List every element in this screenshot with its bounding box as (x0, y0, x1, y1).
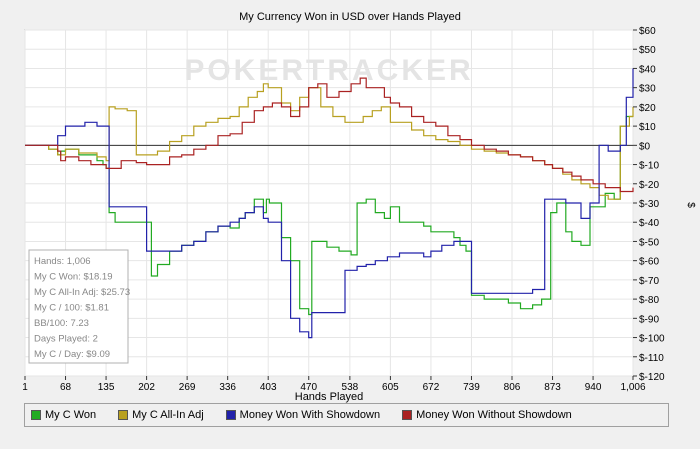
stats-line: Days Played: 2 (34, 334, 98, 345)
y-tick-label: $50 (639, 45, 656, 56)
legend: My C Won My C All-In Adj Money Won With Sh… (24, 403, 669, 427)
y-tick-label: $0 (639, 141, 651, 152)
x-tick-label: 806 (504, 382, 521, 393)
x-axis-label: Hands Played (295, 391, 364, 403)
x-tick-label: 68 (60, 382, 72, 393)
x-tick-label: 1,006 (620, 382, 645, 393)
stats-line: BB/100: 7.23 (34, 318, 89, 329)
y-axis-label: $ (685, 202, 696, 208)
y-tick-label: $-110 (639, 353, 664, 364)
legend-item: Money Won With Showdown (225, 409, 381, 421)
y-tick-label: $30 (639, 84, 656, 95)
stats-line: My C / Day: $9.09 (34, 349, 110, 360)
x-tick-label: 470 (300, 382, 317, 393)
stats-line: My C Won: $18.19 (34, 272, 113, 283)
y-tick-label: $20 (639, 103, 656, 114)
legend-label: My C Won (45, 409, 97, 421)
series-line-3 (25, 77, 634, 193)
y-tick-label: $10 (639, 122, 656, 133)
stats-box (28, 249, 129, 364)
x-tick-label: 739 (463, 382, 480, 393)
y-tick-label: $-90 (639, 314, 659, 325)
y-tick-label: $-100 (639, 334, 665, 345)
legend-swatch (118, 410, 129, 420)
stats-line: My C / 100: $1.81 (34, 303, 109, 314)
y-tick-label: $-40 (639, 218, 659, 229)
legend-swatch (402, 410, 413, 420)
series-line-2 (25, 68, 634, 339)
x-tick-label: 605 (382, 382, 399, 393)
y-tick-label: $-60 (639, 257, 659, 268)
x-tick-label: 269 (179, 382, 196, 393)
x-tick-label: 135 (98, 382, 115, 393)
x-tick-label: 672 (423, 382, 440, 393)
legend-swatch (225, 410, 236, 420)
y-tick-label: $-50 (639, 237, 659, 248)
legend-label: My C All-In Adj (132, 409, 204, 421)
legend-item: My C Won (31, 409, 96, 421)
y-tick-label: $-80 (639, 295, 659, 306)
x-tick-label: 940 (585, 382, 602, 393)
watermark: POKERTRACKER (184, 54, 473, 87)
x-tick-label: 336 (219, 382, 236, 393)
x-tick-label: 403 (260, 382, 277, 393)
y-tick-label: $-120 (639, 372, 665, 383)
legend-item: Money Won Without Showdown (402, 409, 572, 421)
x-tick-label: 1 (22, 382, 28, 393)
y-tick-label: $60 (639, 26, 656, 37)
chart-title: My Currency Won in USD over Hands Played (239, 11, 461, 23)
x-tick-label: 202 (138, 382, 155, 393)
legend-swatch (31, 410, 41, 420)
legend-item: My C All-In Adj (118, 409, 204, 421)
stats-line: My C All-In Adj: $25.73 (34, 287, 130, 298)
series-line-0 (25, 115, 633, 316)
x-tick-label: 873 (544, 382, 561, 393)
stats-line: Hands: 1,006 (34, 256, 91, 267)
x-tick-label: 538 (342, 382, 359, 393)
y-tick-label: $40 (639, 64, 656, 75)
legend-label: Money Won Without Showdown (416, 409, 572, 421)
y-tick-label: $-70 (639, 276, 659, 287)
legend-label: Money Won With Showdown (239, 409, 381, 421)
y-tick-label: $-10 (639, 161, 659, 172)
y-tick-label: $-20 (639, 180, 659, 191)
y-tick-label: $-30 (639, 199, 659, 210)
